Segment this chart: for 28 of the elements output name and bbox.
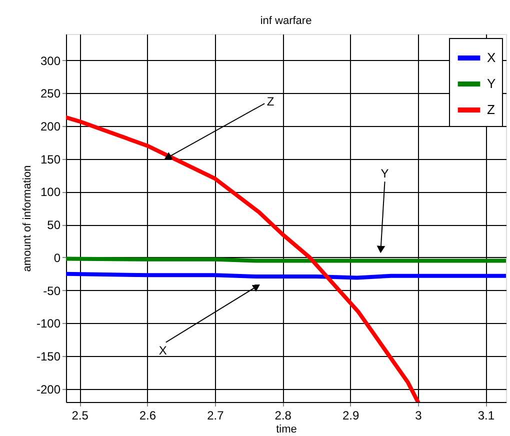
legend-label: Z (487, 102, 495, 117)
y-tick-label: 150 (40, 152, 61, 166)
x-axis-title: time (276, 424, 297, 436)
y-tick-label: 50 (47, 218, 61, 232)
legend-label: X (487, 50, 496, 65)
y-tick-label: 250 (40, 86, 61, 101)
y-tick-label: -50 (43, 284, 61, 298)
y-tick-label: 0 (54, 250, 61, 265)
x-tick-label: 3 (415, 408, 422, 422)
x-tick-label: 2.7 (207, 408, 224, 422)
x-tick-label: 3.1 (478, 408, 495, 422)
chart-title: inf warfare (260, 15, 312, 27)
y-axis-title: amount of information (21, 165, 34, 272)
annotation: Y (380, 166, 389, 181)
y-tick-label: -150 (36, 350, 61, 364)
x-tick-label: 2.5 (72, 408, 89, 422)
legend-label: Y (487, 76, 496, 91)
y-tick-label: 100 (40, 185, 61, 200)
annotation: Z (266, 94, 274, 109)
y-tick-label: 300 (40, 54, 61, 68)
annotation: X (158, 343, 167, 358)
y-tick-label: -200 (36, 382, 61, 396)
y-tick-label: 200 (40, 120, 61, 134)
y-tick-label: -100 (36, 316, 61, 331)
x-tick-label: 2.6 (139, 408, 156, 422)
x-tick-label: 2.9 (342, 408, 360, 422)
line-series (66, 115, 420, 402)
x-tick-label: 2.8 (274, 408, 292, 422)
